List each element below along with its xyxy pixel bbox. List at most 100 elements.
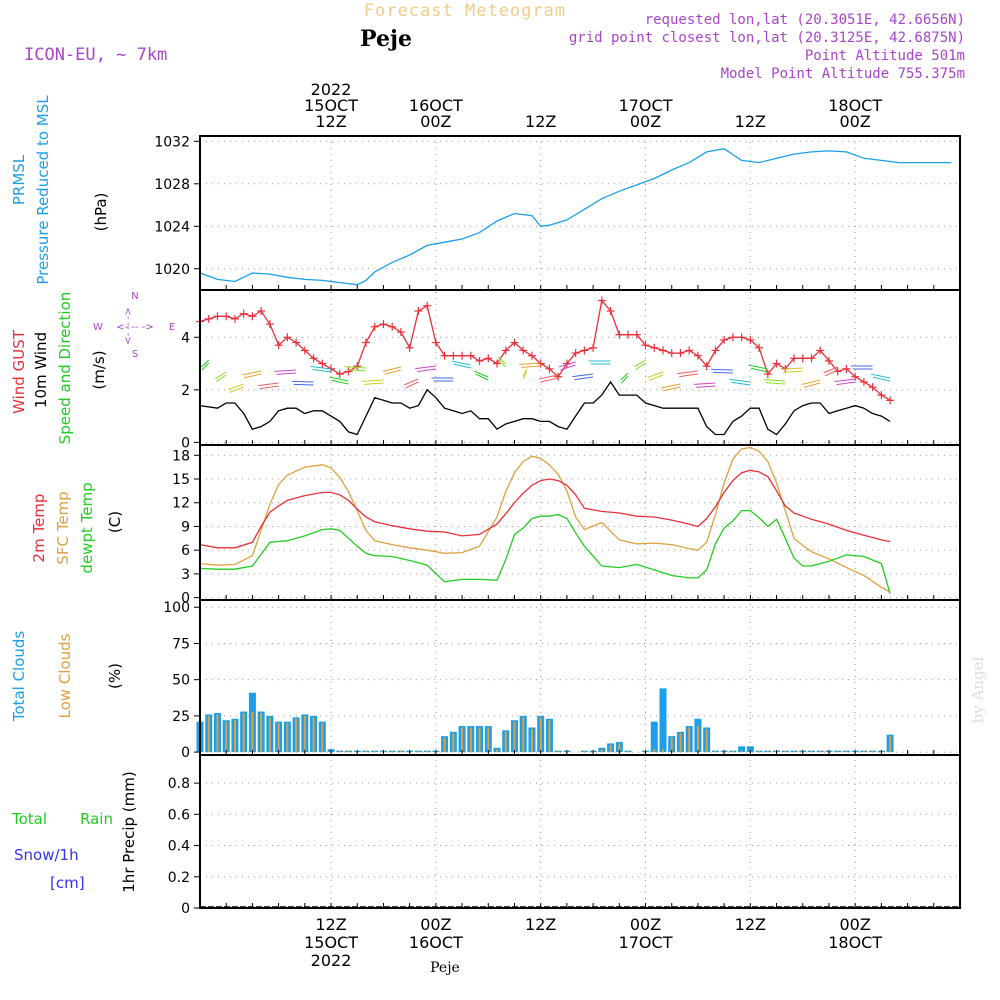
precip-y-tick-label: 0.8 — [168, 776, 190, 792]
wind-arrow — [521, 365, 541, 368]
wind-arrow — [763, 379, 786, 382]
wind-arrow — [451, 360, 471, 366]
wind-panel-labels: Wind GUST 10m Wind Speed and Direction (… — [10, 291, 175, 444]
precip-y-tick-label: 0 — [181, 901, 190, 917]
wind-arrow — [731, 381, 751, 386]
wind-arrow — [661, 383, 681, 389]
footer-location: Peje — [430, 960, 460, 976]
precip-legend-snow: Snow/1h — [14, 846, 79, 864]
low-clouds-bar — [338, 750, 341, 753]
low-clouds-bar — [251, 711, 254, 753]
wind-arrow — [473, 370, 489, 378]
bottom-time-label: 2022 — [311, 951, 352, 970]
low-clouds-bar — [670, 737, 673, 753]
grid-lines — [200, 136, 960, 909]
chart-title: Forecast Meteogram — [364, 1, 566, 21]
wind-arrow — [227, 383, 244, 390]
precip-y-tick-label: 0.6 — [168, 807, 190, 823]
low-clouds-bar — [426, 750, 429, 753]
wind-arrow — [363, 382, 384, 385]
low-clouds-bar — [784, 750, 787, 753]
precip-legend-total: Total — [11, 810, 47, 828]
wind-arrow — [522, 371, 528, 380]
wind-arrow — [382, 366, 402, 372]
low-clouds-bar — [557, 750, 560, 753]
wind-arrow — [241, 370, 262, 376]
temp-y-tick-label: 18 — [172, 448, 190, 464]
wind-arrow — [453, 363, 471, 369]
bottom-time-label: 18OCT — [828, 933, 882, 952]
low-clouds-bar — [225, 721, 228, 753]
wind-y-tick-label: 2 — [181, 383, 190, 399]
wind-arrow — [276, 372, 297, 375]
clouds-label-total: Total Clouds — [10, 631, 28, 723]
panel-frame — [199, 754, 961, 909]
top-time-label: 16OCT — [409, 96, 463, 115]
wind-arrow — [201, 362, 210, 371]
wind-direction-arrows — [200, 356, 891, 393]
axis-labels: 1020102410281032024036912151802550751000… — [154, 80, 882, 970]
low-clouds-bar — [548, 720, 551, 753]
clouds-y-tick-label: 100 — [163, 600, 190, 616]
wind-arrow — [620, 375, 629, 384]
wind-arrow — [870, 373, 891, 379]
top-time-label: 00Z — [420, 112, 451, 131]
wind-arrow — [331, 379, 349, 385]
bottom-time-label: 00Z — [420, 915, 451, 934]
wind-arrow — [274, 369, 297, 372]
wind-arrow — [834, 378, 856, 383]
low-clouds-bar — [618, 743, 621, 753]
clouds-label-unit: (%) — [106, 663, 124, 689]
low-clouds-bar — [303, 715, 306, 753]
wind-arrow — [384, 369, 402, 375]
clouds-y-tick-label: 25 — [172, 709, 190, 725]
wind-arrow — [663, 386, 681, 392]
model-altitude: Model Point Altitude 755.375m — [721, 66, 965, 82]
low-clouds-bar — [347, 750, 350, 753]
total-clouds-bar — [746, 746, 754, 753]
dewpt-temp-line — [199, 509, 891, 594]
low-clouds-bar — [889, 736, 892, 753]
low-clouds-bar — [845, 750, 848, 753]
bottom-time-label: 00Z — [630, 915, 661, 934]
total-clouds-bar — [738, 746, 746, 753]
low-clouds-bar — [233, 720, 236, 753]
pressure-y-tick-label: 1024 — [154, 219, 190, 235]
top-time-label: 17OCT — [619, 96, 673, 115]
low-clouds-bar — [242, 712, 245, 753]
low-clouds-bar — [260, 712, 263, 753]
compass-rose: N S W E <- -- -> <- -- -> — [93, 291, 175, 360]
low-clouds-bar — [862, 750, 865, 753]
low-clouds-bar — [417, 750, 420, 753]
wind-label-10m: 10m Wind — [32, 332, 50, 408]
wind-arrow — [329, 376, 349, 382]
pressure-label-msl: Pressure Reduced to MSL — [34, 95, 52, 285]
low-clouds-bar — [461, 727, 464, 753]
wind-y-tick-label: 0 — [181, 435, 190, 451]
wind-arrow — [214, 371, 227, 380]
temp-y-tick-label: 15 — [172, 472, 190, 488]
wind-arrow — [310, 365, 332, 370]
clouds-panel-labels: Total Clouds Low Clouds (%) — [10, 631, 124, 723]
low-clouds-bar — [391, 750, 394, 753]
wind-arrow — [574, 376, 594, 381]
temp-label-dewpt: dewpt Temp — [78, 482, 96, 573]
low-clouds-bar — [504, 731, 507, 753]
wind-arrow — [634, 359, 646, 368]
grid-point-coords: grid point closest lon,lat (20.3125E, 42… — [569, 30, 965, 46]
pressure-label-unit: (hPa) — [92, 193, 110, 232]
wind-arrow — [293, 383, 314, 386]
compass-arrows-horizontal: <- -- -> — [116, 322, 154, 333]
wind-arrow — [802, 379, 821, 385]
wind-arrow — [693, 382, 716, 385]
low-clouds-bar — [513, 721, 516, 753]
low-clouds-bar — [277, 723, 280, 753]
low-clouds-bar — [819, 750, 822, 753]
low-clouds-bar — [478, 727, 481, 753]
wind-arrow — [635, 362, 646, 371]
low-clouds-bar — [871, 750, 874, 753]
temp-y-tick-label: 9 — [181, 519, 190, 535]
temp-y-tick-label: 0 — [181, 591, 190, 607]
wind-arrow — [710, 368, 733, 371]
compass-arrows-vertical: <- -- -> — [123, 307, 134, 345]
